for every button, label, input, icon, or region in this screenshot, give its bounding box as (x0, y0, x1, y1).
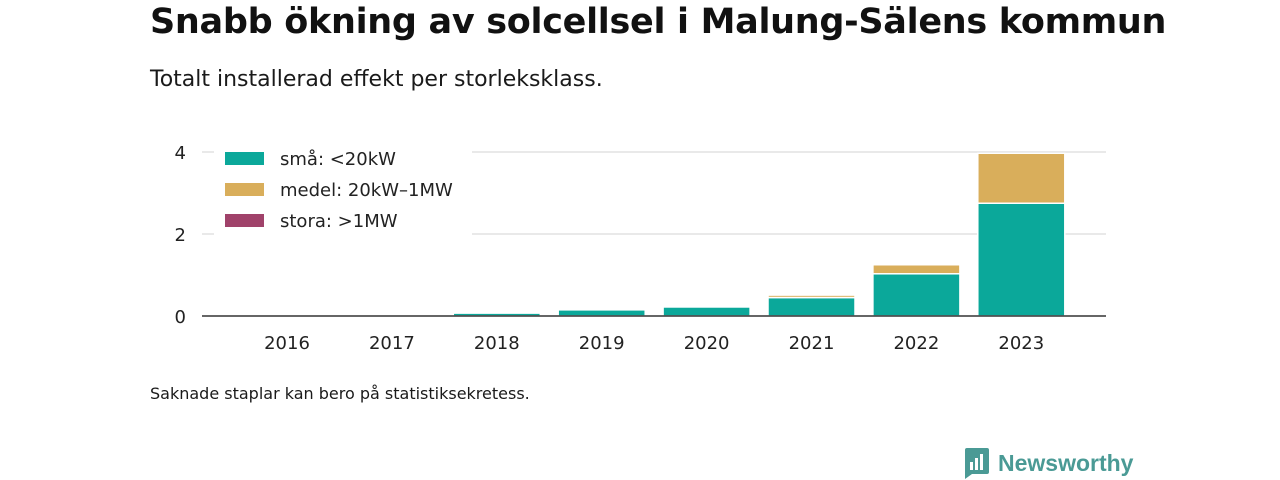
legend-swatch (225, 214, 264, 227)
bar-segment (767, 296, 856, 317)
bar-segment (977, 202, 1066, 317)
legend-label: medel: 20kW–1MW (280, 180, 453, 201)
x-axis-ticks: 2016 2017 2018 2019 2020 2021 2022 2023 (264, 333, 1044, 354)
legend: små: <20kW medel: 20kW–1MW stora: >1MW (214, 140, 472, 236)
newsworthy-logo[interactable]: Newsworthy (962, 447, 1133, 479)
legend-label: små: <20kW (280, 149, 396, 170)
y-tick-label: 4 (175, 143, 186, 164)
x-tick-label: 2018 (474, 333, 520, 354)
chart-title: Snabb ökning av solcellsel i Malung-Säle… (150, 2, 1167, 42)
chart-subtitle: Totalt installerad effekt per storlekskl… (150, 67, 603, 92)
y-tick-label: 0 (175, 307, 186, 328)
x-tick-label: 2021 (789, 333, 835, 354)
bar-segment (767, 294, 856, 299)
bars (452, 152, 1066, 317)
footnote: Saknade staplar kan bero på statistiksek… (150, 384, 530, 403)
bar-segment (977, 152, 1066, 204)
bar-chart-logo-icon (965, 448, 989, 479)
y-axis-ticks: 0 2 4 (175, 143, 186, 328)
brand-name: Newsworthy (998, 449, 1134, 476)
bar-chart: 0 2 4 2016 2017 2018 2019 2020 2021 2022 2023 små… (174, 140, 1106, 354)
x-tick-label: 2017 (369, 333, 415, 354)
legend-swatch (225, 183, 264, 196)
bar-segment (557, 309, 646, 317)
legend-swatch (225, 152, 264, 165)
bar-segment (662, 306, 751, 317)
x-tick-label: 2016 (264, 333, 310, 354)
x-tick-label: 2023 (998, 333, 1044, 354)
y-tick-label: 2 (175, 225, 186, 246)
bar-segment (872, 264, 961, 275)
x-tick-label: 2019 (579, 333, 625, 354)
bar-segment (872, 273, 961, 317)
x-tick-label: 2022 (893, 333, 939, 354)
x-tick-label: 2020 (684, 333, 730, 354)
legend-label: stora: >1MW (280, 211, 398, 232)
